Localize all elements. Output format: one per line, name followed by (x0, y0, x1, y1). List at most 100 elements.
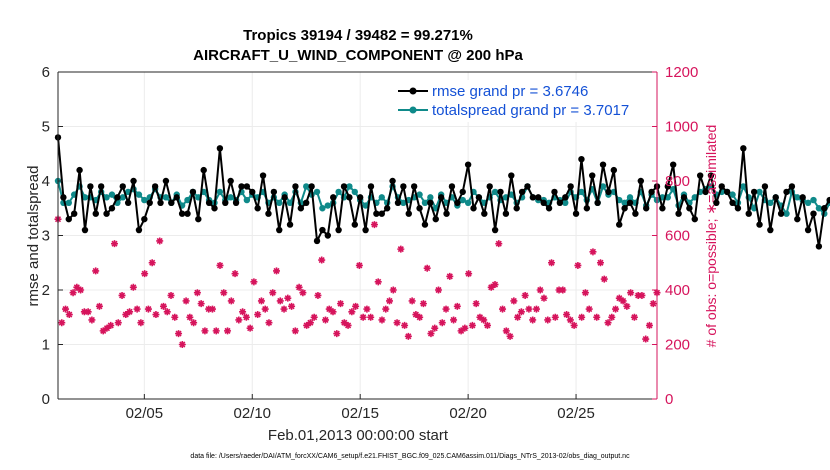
obs-point-43 (216, 261, 224, 269)
obs-point-100 (431, 324, 439, 332)
rmse-point-39 (265, 210, 272, 217)
obs-point-156 (642, 335, 650, 343)
obs-point-36 (190, 319, 198, 327)
obs-point-115 (487, 283, 495, 291)
totalspread-point-141 (815, 205, 823, 212)
rmse-point-28 (205, 199, 213, 206)
rmse-point-142 (821, 205, 828, 212)
obs-point-110 (468, 321, 476, 329)
totalspread-point-76 (464, 199, 472, 206)
obs-point-2 (62, 305, 70, 313)
rmse-point-16 (141, 215, 148, 223)
obs-point-70 (318, 256, 326, 264)
rmse-point-68 (421, 221, 429, 228)
obs-point-16 (114, 319, 122, 327)
rmse-point-92 (551, 188, 558, 196)
rmse-point-37 (254, 205, 261, 212)
totalspread-point-10 (108, 191, 116, 198)
obs-point-94 (408, 297, 416, 305)
obs-point-41 (208, 305, 216, 313)
rmse-point-103 (610, 166, 618, 174)
rmse-point-51 (330, 194, 337, 201)
rmse-point-44 (292, 183, 299, 190)
legend-spread-label: totalspread grand pr = 3.7017 (432, 102, 629, 119)
rmse-point-46 (303, 199, 310, 206)
rmse-point-89 (535, 194, 542, 201)
x-tick-label-2: 02/15 (341, 405, 379, 422)
obs-point-8 (84, 308, 92, 316)
totalspread-point-55 (351, 188, 359, 196)
y2-tick-label-4: 800 (665, 173, 690, 190)
obs-point-65 (299, 289, 307, 297)
rmse-point-86 (518, 188, 526, 196)
obs-point-112 (476, 313, 484, 321)
x-tick-label-1: 02/10 (233, 405, 271, 422)
y-tick-label-4: 4 (42, 173, 50, 190)
obs-point-72 (325, 305, 333, 313)
y-tick-label-6: 6 (42, 64, 50, 81)
obs-point-113 (480, 316, 488, 324)
rmse-point-2 (65, 215, 72, 223)
obs-point-15 (111, 240, 119, 248)
obs-point-30 (167, 291, 175, 299)
obs-point-120 (506, 332, 514, 340)
totalspread-point-50 (324, 202, 332, 209)
chart-title-line1: Tropics 39194 / 39482 = 99.271% (243, 27, 473, 44)
rmse-point-55 (351, 221, 359, 228)
obs-point-34 (182, 297, 190, 305)
obs-point-40 (205, 305, 213, 313)
obs-point-68 (310, 313, 318, 321)
grid (58, 71, 657, 400)
obs-point-53 (254, 311, 262, 319)
rmse-point-82 (497, 188, 504, 196)
obs-point-137 (570, 321, 578, 329)
totalspread-point-137 (794, 194, 801, 201)
totalspread-point-139 (804, 199, 812, 206)
rmse-point-73 (448, 183, 456, 190)
rmse-point-63 (394, 199, 402, 206)
obs-point-132 (551, 313, 559, 321)
obs-point-25 (148, 259, 156, 267)
rmse-point-25 (189, 188, 197, 196)
obs-point-7 (80, 308, 88, 316)
rmse-point-15 (135, 226, 143, 234)
obs-point-26 (152, 311, 160, 319)
totalspread-point-32 (227, 194, 234, 201)
totalspread-point-20 (162, 194, 170, 201)
obs-point-24 (144, 305, 152, 313)
obs-point-11 (95, 302, 103, 310)
obs-point-95 (412, 311, 420, 319)
obs-point-107 (457, 327, 465, 335)
totalspread-point-132 (767, 199, 774, 206)
obs-point-104 (446, 272, 454, 280)
obs-point-89 (389, 286, 397, 294)
obs-point-153 (630, 313, 638, 321)
obs-point-4 (69, 289, 77, 297)
obs-point-146 (604, 319, 612, 327)
obs-point-111 (472, 300, 480, 308)
totalspread-point-75 (459, 196, 466, 204)
rmse-point-45 (297, 205, 305, 212)
rmse-point-90 (540, 199, 547, 206)
obs-point-42 (212, 327, 220, 335)
rmse-point-99 (589, 172, 596, 179)
obs-point-33 (178, 341, 186, 348)
rmse-point-132 (767, 226, 774, 234)
obs-point-157 (645, 321, 653, 329)
totalspread-point-5 (81, 194, 89, 201)
rmse-point-93 (556, 199, 564, 206)
obs-point-83 (367, 313, 375, 321)
obs-point-63 (291, 327, 299, 335)
obs-point-127 (532, 305, 540, 313)
rmse-point-101 (599, 161, 607, 168)
obs-point-114 (483, 321, 491, 329)
rmse-series (54, 134, 830, 250)
obs-point-133 (555, 286, 563, 294)
obs-point-85 (374, 278, 382, 286)
obs-point-28 (159, 302, 167, 310)
obs-point-12 (99, 327, 107, 335)
x-tick-label-0: 02/05 (126, 405, 164, 422)
obs-point-155 (638, 291, 646, 299)
obs-point-123 (517, 308, 525, 316)
totalspread-point-140 (810, 196, 817, 204)
